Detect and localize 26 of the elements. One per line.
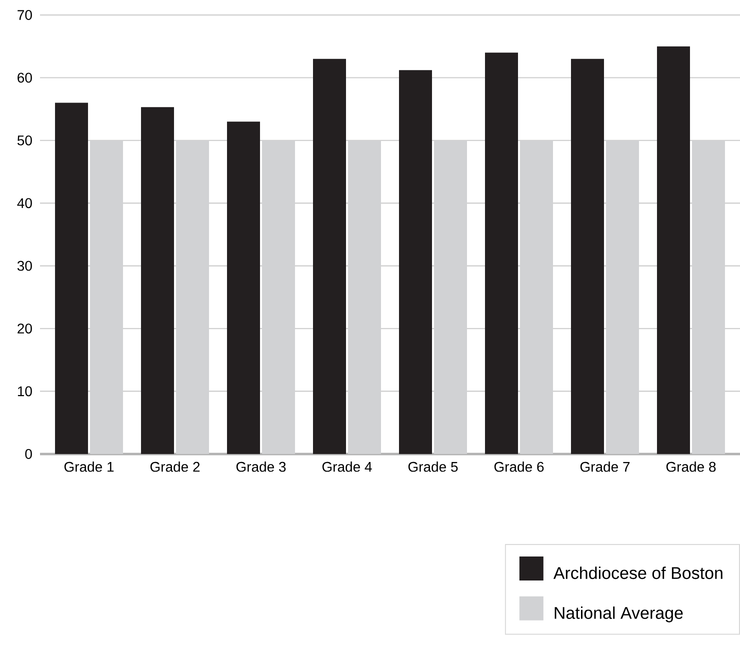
x-tick-label: Grade 6 xyxy=(494,462,544,472)
y-tick-label: 20 xyxy=(18,324,32,334)
x-tick-label: Grade 8 xyxy=(666,462,716,472)
bar xyxy=(55,102,88,454)
bar xyxy=(484,52,518,454)
bar xyxy=(656,46,690,454)
y-tick-label: 70 xyxy=(18,10,32,20)
y-tick-label: 50 xyxy=(17,135,32,146)
y-tick-label: 60 xyxy=(18,72,32,83)
y-tick-label: 40 xyxy=(17,198,32,208)
legend-label: National Average xyxy=(554,606,683,622)
y-tick-label: 0 xyxy=(25,449,32,459)
y-tick-label: 30 xyxy=(17,260,32,271)
y-tick-label: 10 xyxy=(18,386,32,396)
bar xyxy=(399,70,432,454)
bar xyxy=(227,122,260,454)
legend-label: Archdiocese of Boston xyxy=(553,566,722,580)
x-tick-label: Grade 1 xyxy=(64,462,114,472)
x-tick-label: Grade 7 xyxy=(580,462,630,472)
x-tick-label: Grade 4 xyxy=(322,462,372,472)
x-tick-label: Grade 3 xyxy=(236,462,286,472)
bar xyxy=(141,107,174,454)
x-tick-label: Grade 5 xyxy=(408,462,458,472)
bar xyxy=(313,58,346,454)
bar xyxy=(570,58,604,454)
x-tick-label: Grade 2 xyxy=(150,462,200,472)
